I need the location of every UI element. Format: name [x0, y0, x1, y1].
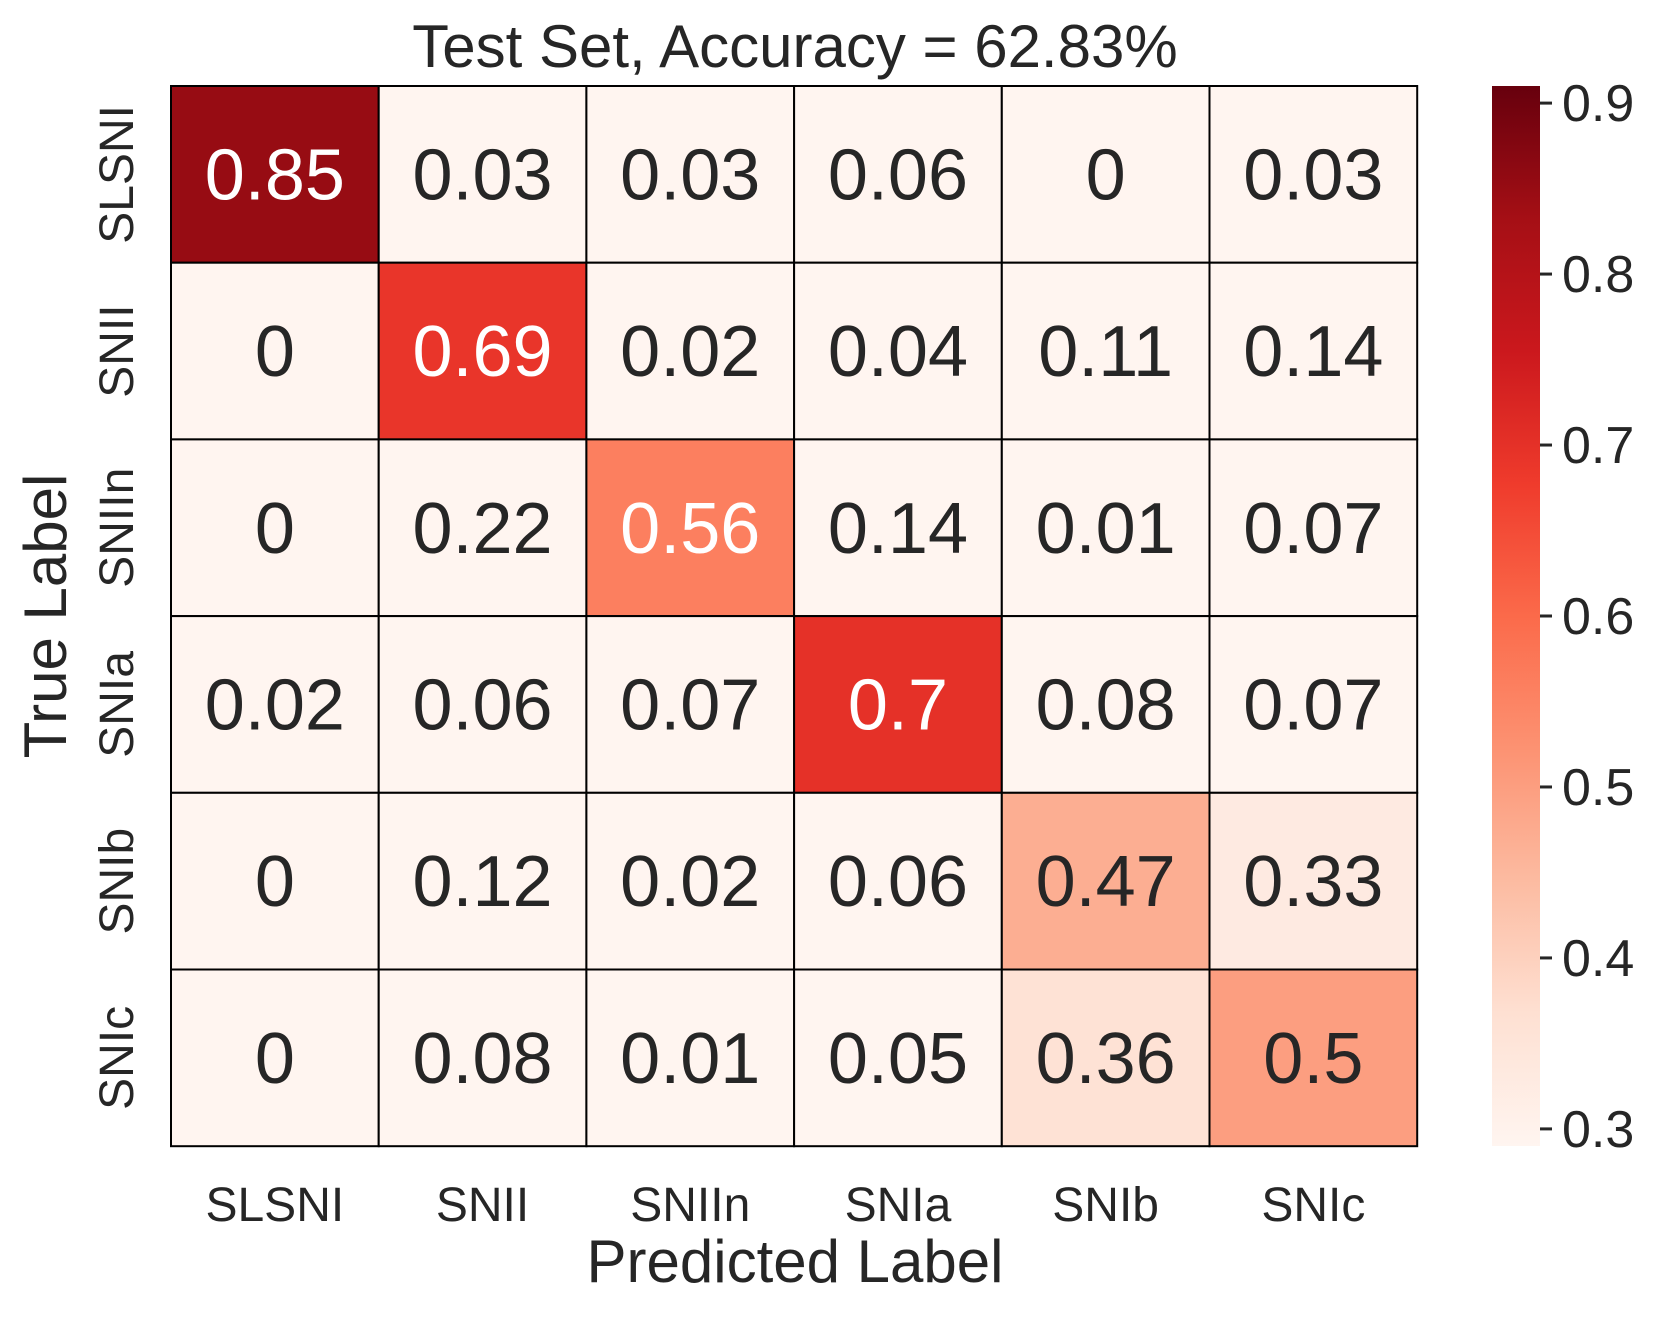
heatmap-cell — [793, 791, 1003, 971]
heatmap-cell — [1208, 438, 1419, 618]
heatmap-cell — [793, 261, 1003, 441]
heatmap-cell — [377, 438, 588, 618]
heatmap-cell-value: 0 — [255, 1019, 295, 1099]
heatmap-cell-value: 0.69 — [412, 312, 552, 392]
heatmap-cell — [793, 968, 1003, 1148]
colorbar-tick-label: 0.8 — [1562, 246, 1634, 304]
heatmap-cell-value: 0.14 — [828, 489, 968, 569]
heatmap-cell — [1208, 791, 1419, 971]
heatmap-cell — [377, 85, 588, 264]
heatmap-cells — [170, 85, 1419, 1148]
colorbar-tick-label: 0.7 — [1562, 417, 1634, 475]
colorbar-tick-label: 0.9 — [1562, 75, 1634, 133]
heatmap-cell-value: 0.04 — [828, 312, 968, 392]
chart-title: Test Set, Accuracy = 62.83% — [412, 13, 1177, 80]
heatmap-cell — [585, 438, 796, 618]
heatmap-cell-value: 0.11 — [1038, 312, 1173, 392]
heatmap-cell-value: 0.06 — [412, 665, 552, 745]
x-tick-label: SLSNI — [205, 1179, 344, 1232]
y-tick-label: SNIIn — [91, 468, 144, 588]
y-axis-label: True Label — [12, 474, 79, 759]
x-tick-label: SNII — [436, 1179, 529, 1232]
heatmap-cell-value: 0.14 — [1243, 312, 1383, 392]
heatmap-cell-value: 0.08 — [1036, 665, 1176, 745]
heatmap-cell-value: 0.02 — [620, 842, 760, 922]
y-tick-label: SNII — [91, 304, 144, 397]
heatmap-cell — [1000, 438, 1211, 618]
heatmap-cell — [585, 791, 796, 971]
heatmap-cell-value: 0.33 — [1243, 842, 1383, 922]
heatmap-cell — [1208, 615, 1419, 794]
y-tick-labels: SLSNI SNII SNIIn SNIa SNIb SNIc — [91, 105, 144, 1110]
heatmap-cell-value: 0.5 — [1263, 1019, 1363, 1099]
heatmap-cell — [1208, 968, 1419, 1148]
heatmap-cell-value: 0.07 — [620, 665, 760, 745]
heatmap-cell-value: 0 — [1086, 135, 1126, 215]
colorbar-tick-label: 0.6 — [1562, 588, 1634, 646]
heatmap-cell-value: 0.12 — [412, 842, 552, 922]
heatmap-cell-value: 0.03 — [1243, 135, 1383, 215]
heatmap-cell — [377, 261, 588, 441]
colorbar-tick-label: 0.4 — [1562, 930, 1634, 988]
heatmap-cell-value: 0.36 — [1036, 1019, 1176, 1099]
y-tick-label: SNIc — [91, 1006, 144, 1110]
heatmap-cell — [793, 438, 1003, 618]
heatmap-cell-value: 0 — [255, 842, 295, 922]
heatmap-cell-value: 0.02 — [205, 665, 345, 745]
heatmap-cell-labels: 0.85 0.03 0.03 0.06 0 0.03 0 0.69 0.02 0.04 0.11 0.… — [205, 135, 1384, 1099]
x-tick-label: SNIa — [845, 1179, 952, 1232]
heatmap-cell — [793, 615, 1003, 794]
heatmap-cell — [1000, 85, 1211, 264]
heatmap-cell-value: 0.07 — [1243, 489, 1383, 569]
heatmap-cell-value: 0.05 — [828, 1019, 968, 1099]
colorbar-tick-label: 0.3 — [1562, 1101, 1634, 1159]
heatmap-cell-value: 0.08 — [412, 1019, 552, 1099]
heatmap-cell-value: 0.03 — [412, 135, 552, 215]
heatmap-cell — [1000, 615, 1211, 794]
heatmap-cell-value: 0.7 — [848, 665, 948, 745]
colorbar-ticks: 0.3 0.4 0.5 0.6 0.7 0.8 0.9 — [1540, 75, 1634, 1159]
heatmap-cell-value: 0.03 — [620, 135, 760, 215]
y-tick-label: SLSNI — [91, 105, 144, 244]
heatmap-cell — [170, 615, 380, 794]
heatmap-cell-value: 0 — [255, 312, 295, 392]
heatmap-cell-value: 0.47 — [1036, 842, 1176, 922]
x-tick-label: SNIc — [1261, 1179, 1365, 1232]
heatmap-cell — [170, 968, 380, 1148]
heatmap-cell-value: 0.07 — [1243, 665, 1383, 745]
heatmap-cell — [170, 791, 380, 971]
heatmap-cell-value: 0.02 — [620, 312, 760, 392]
heatmap-cell — [793, 85, 1003, 264]
heatmap-cell-value: 0.85 — [205, 135, 345, 215]
x-tick-label: SNIb — [1052, 1179, 1159, 1232]
heatmap-cell — [585, 615, 796, 794]
heatmap-cell — [1000, 968, 1211, 1148]
heatmap-cell-value: 0.01 — [1036, 489, 1176, 569]
x-axis-label: Predicted Label — [587, 1228, 1004, 1295]
heatmap-cell-value: 0.01 — [620, 1019, 760, 1099]
x-tick-label: SNIIn — [630, 1179, 750, 1232]
x-tick-labels: SLSNI SNII SNIIn SNIa SNIb SNIc — [205, 1179, 1365, 1232]
colorbar-tick-label: 0.5 — [1562, 759, 1634, 817]
heatmap-cell-value: 0.06 — [828, 842, 968, 922]
y-tick-label: SNIa — [91, 651, 144, 758]
heatmap-cell — [1208, 85, 1419, 264]
heatmap-cell — [585, 85, 796, 264]
y-tick-label: SNIb — [91, 828, 144, 935]
heatmap-cell — [170, 85, 380, 264]
heatmap-cell-value: 0 — [255, 489, 295, 569]
colorbar — [1492, 86, 1540, 1146]
heatmap-cell — [1000, 791, 1211, 971]
heatmap-cell-value: 0.06 — [828, 135, 968, 215]
heatmap-cell-value: 0.56 — [620, 489, 760, 569]
heatmap-cell — [1208, 261, 1419, 441]
heatmap-cell — [377, 615, 588, 794]
heatmap-cell — [170, 438, 380, 618]
heatmap-cell-value: 0.22 — [412, 489, 552, 569]
